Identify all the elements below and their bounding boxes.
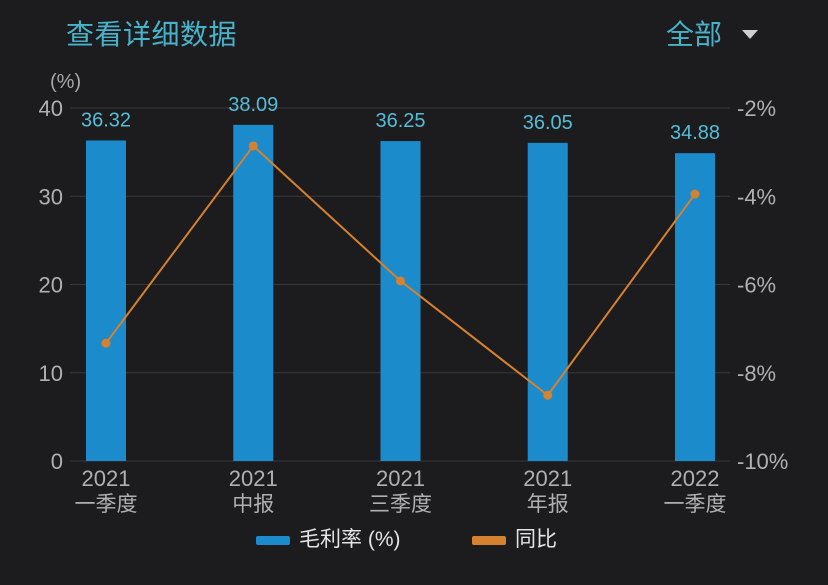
left-axis-tick-label: 0 [51, 449, 63, 474]
x-axis-year-label: 2021 [376, 466, 425, 491]
yoy-point[interactable] [396, 276, 405, 286]
x-axis-period-label: 一季度 [75, 493, 138, 516]
right-axis-tick-label: -4% [737, 184, 776, 209]
bar-value-labels: 36.32 38.09 36.25 36.05 34.88 [81, 94, 720, 144]
right-axis-tick-label: -8% [737, 361, 776, 386]
x-axis-period-label: 三季度 [369, 493, 432, 516]
bar-gross-margin[interactable] [233, 124, 274, 462]
filter-selected-label: 全部 [666, 19, 723, 50]
x-axis-period-label: 年报 [527, 493, 569, 516]
chevron-down-icon [742, 30, 758, 39]
yoy-point[interactable] [101, 338, 111, 348]
right-axis-ticks: -2% -4% -6% -8% -10% [737, 96, 788, 474]
yoy-point[interactable] [543, 390, 553, 400]
bar-value-label: 34.88 [670, 122, 720, 144]
legend: 毛利率 (%) 同比 [0, 524, 828, 556]
bar-value-label: 36.25 [375, 110, 425, 132]
left-axis-unit-label: (%) [50, 71, 81, 93]
yoy-point[interactable] [690, 189, 700, 199]
bar-value-label: 38.09 [228, 94, 278, 116]
legend-swatch-line [472, 536, 506, 545]
x-axis-year-label: 2021 [229, 466, 278, 491]
left-axis-tick-label: 20 [39, 273, 63, 298]
right-axis-tick-label: -10% [737, 449, 788, 474]
bar-gross-margin[interactable] [527, 142, 568, 461]
left-axis-tick-label: 40 [39, 96, 63, 121]
left-axis-ticks: 40 30 20 10 0 [39, 96, 63, 474]
bar-value-label: 36.32 [81, 109, 131, 131]
bar-gross-margin[interactable] [675, 153, 715, 461]
legend-label-yoy: 同比 [515, 528, 557, 551]
yoy-series [101, 141, 700, 400]
x-axis-year-label: 2021 [82, 466, 131, 491]
legend-swatch-bar [256, 536, 290, 545]
right-axis-tick-label: -2% [737, 96, 776, 121]
x-axis-period-label: 一季度 [664, 493, 727, 516]
right-axis-tick-label: -6% [737, 273, 776, 298]
legend-label-gross-margin: 毛利率 (%) [299, 528, 401, 551]
bar-value-label: 36.05 [523, 112, 573, 134]
bar-gross-margin[interactable] [380, 141, 421, 461]
view-details-link[interactable]: 查看详细数据 [66, 19, 238, 50]
x-axis-period-label: 中报 [232, 493, 274, 516]
bar-gross-margin[interactable] [86, 140, 126, 461]
left-axis-tick-label: 30 [39, 184, 63, 209]
x-axis-year-label: 2021 [523, 466, 572, 491]
period-filter-dropdown[interactable]: 全部 [666, 16, 766, 54]
yoy-point[interactable] [248, 141, 258, 151]
x-axis-year-label: 2022 [671, 466, 720, 491]
left-axis-tick-label: 10 [39, 361, 63, 386]
gross-margin-bars [86, 124, 715, 462]
